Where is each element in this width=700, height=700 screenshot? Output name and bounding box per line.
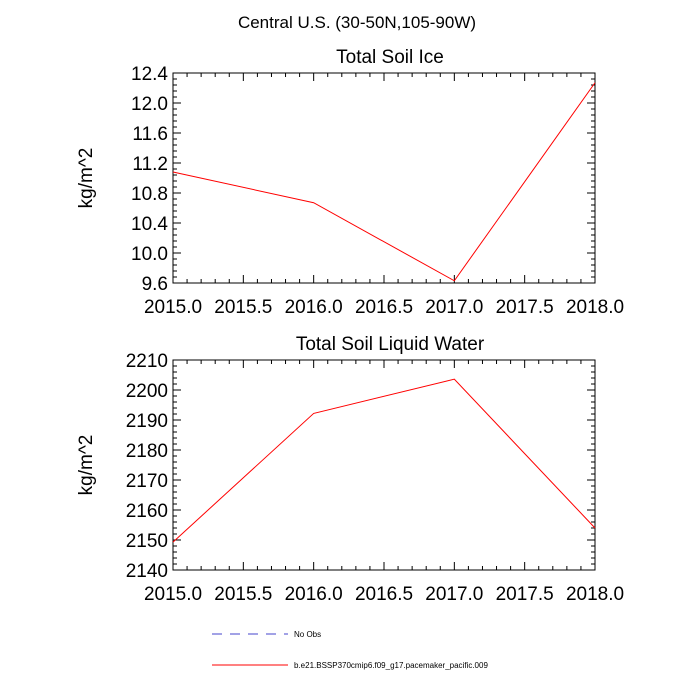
x-tick-label: 2015.5: [214, 297, 272, 318]
y-tick-label: 2160: [126, 501, 168, 522]
series-line: [172, 82, 596, 282]
x-tick-label: 2016.0: [285, 584, 343, 605]
figure-title: Central U.S. (30-50N,105-90W): [238, 13, 476, 32]
x-tick-label: 2017.5: [496, 584, 554, 605]
y-tick-label: 2180: [126, 441, 168, 462]
x-tick-label: 2015.0: [144, 584, 202, 605]
y-tick-label: 10.0: [131, 244, 168, 265]
legend-label-no-obs: No Obs: [294, 630, 321, 639]
panel-title: Total Soil Ice: [336, 47, 444, 68]
y-tick-label: 11.6: [132, 124, 168, 145]
x-tick-label: 2018.0: [566, 584, 624, 605]
y-tick-label: 12.4: [131, 64, 168, 85]
x-tick-label: 2017.0: [425, 584, 483, 605]
chart-panel-total-soil-ice: Total Soil Ice 2015.0 2015.5 2016.0 2016.5 20…: [76, 47, 624, 318]
x-tick-label: 2015.5: [214, 584, 272, 605]
y-tick-label: 9.6: [142, 274, 168, 295]
plot-frame: [172, 359, 596, 571]
x-tick-label: 2017.5: [496, 297, 554, 318]
y-axis-label: kg/m^2: [76, 435, 97, 496]
panel-title: Total Soil Liquid Water: [296, 334, 485, 355]
x-tick-label: 2016.5: [355, 297, 413, 318]
y-tick-label: 2210: [126, 351, 168, 372]
y-tick-label: 2150: [126, 531, 168, 552]
x-tick-label: 2016.0: [285, 297, 343, 318]
x-tick-label: 2017.0: [425, 297, 483, 318]
x-tick-label: 2015.0: [144, 297, 202, 318]
legend-label-model-run: b.e21.BSSP370cmip6.f09_g17.pacemaker_pac…: [294, 661, 488, 670]
series-line: [172, 378, 596, 543]
plot-frame: [172, 72, 596, 284]
y-tick-label: 12.0: [131, 94, 168, 115]
y-tick-label: 11.2: [132, 154, 168, 175]
y-tick-label: 10.8: [131, 184, 168, 205]
y-tick-label: 2190: [126, 411, 168, 432]
y-tick-label: 2200: [126, 381, 168, 402]
x-tick-label: 2016.5: [355, 584, 413, 605]
y-tick-label: 2140: [126, 561, 168, 582]
y-tick-label: 10.4: [131, 214, 168, 235]
y-axis-label: kg/m^2: [76, 148, 97, 209]
legend: No Obs b.e21.BSSP370cmip6.f09_g17.pacema…: [212, 630, 488, 670]
x-tick-label: 2018.0: [566, 297, 624, 318]
chart-panel-total-soil-liquid-water: Total Soil Liquid Water 2015.0 2015.5 2016.…: [76, 334, 624, 605]
y-tick-label: 2170: [126, 471, 168, 492]
